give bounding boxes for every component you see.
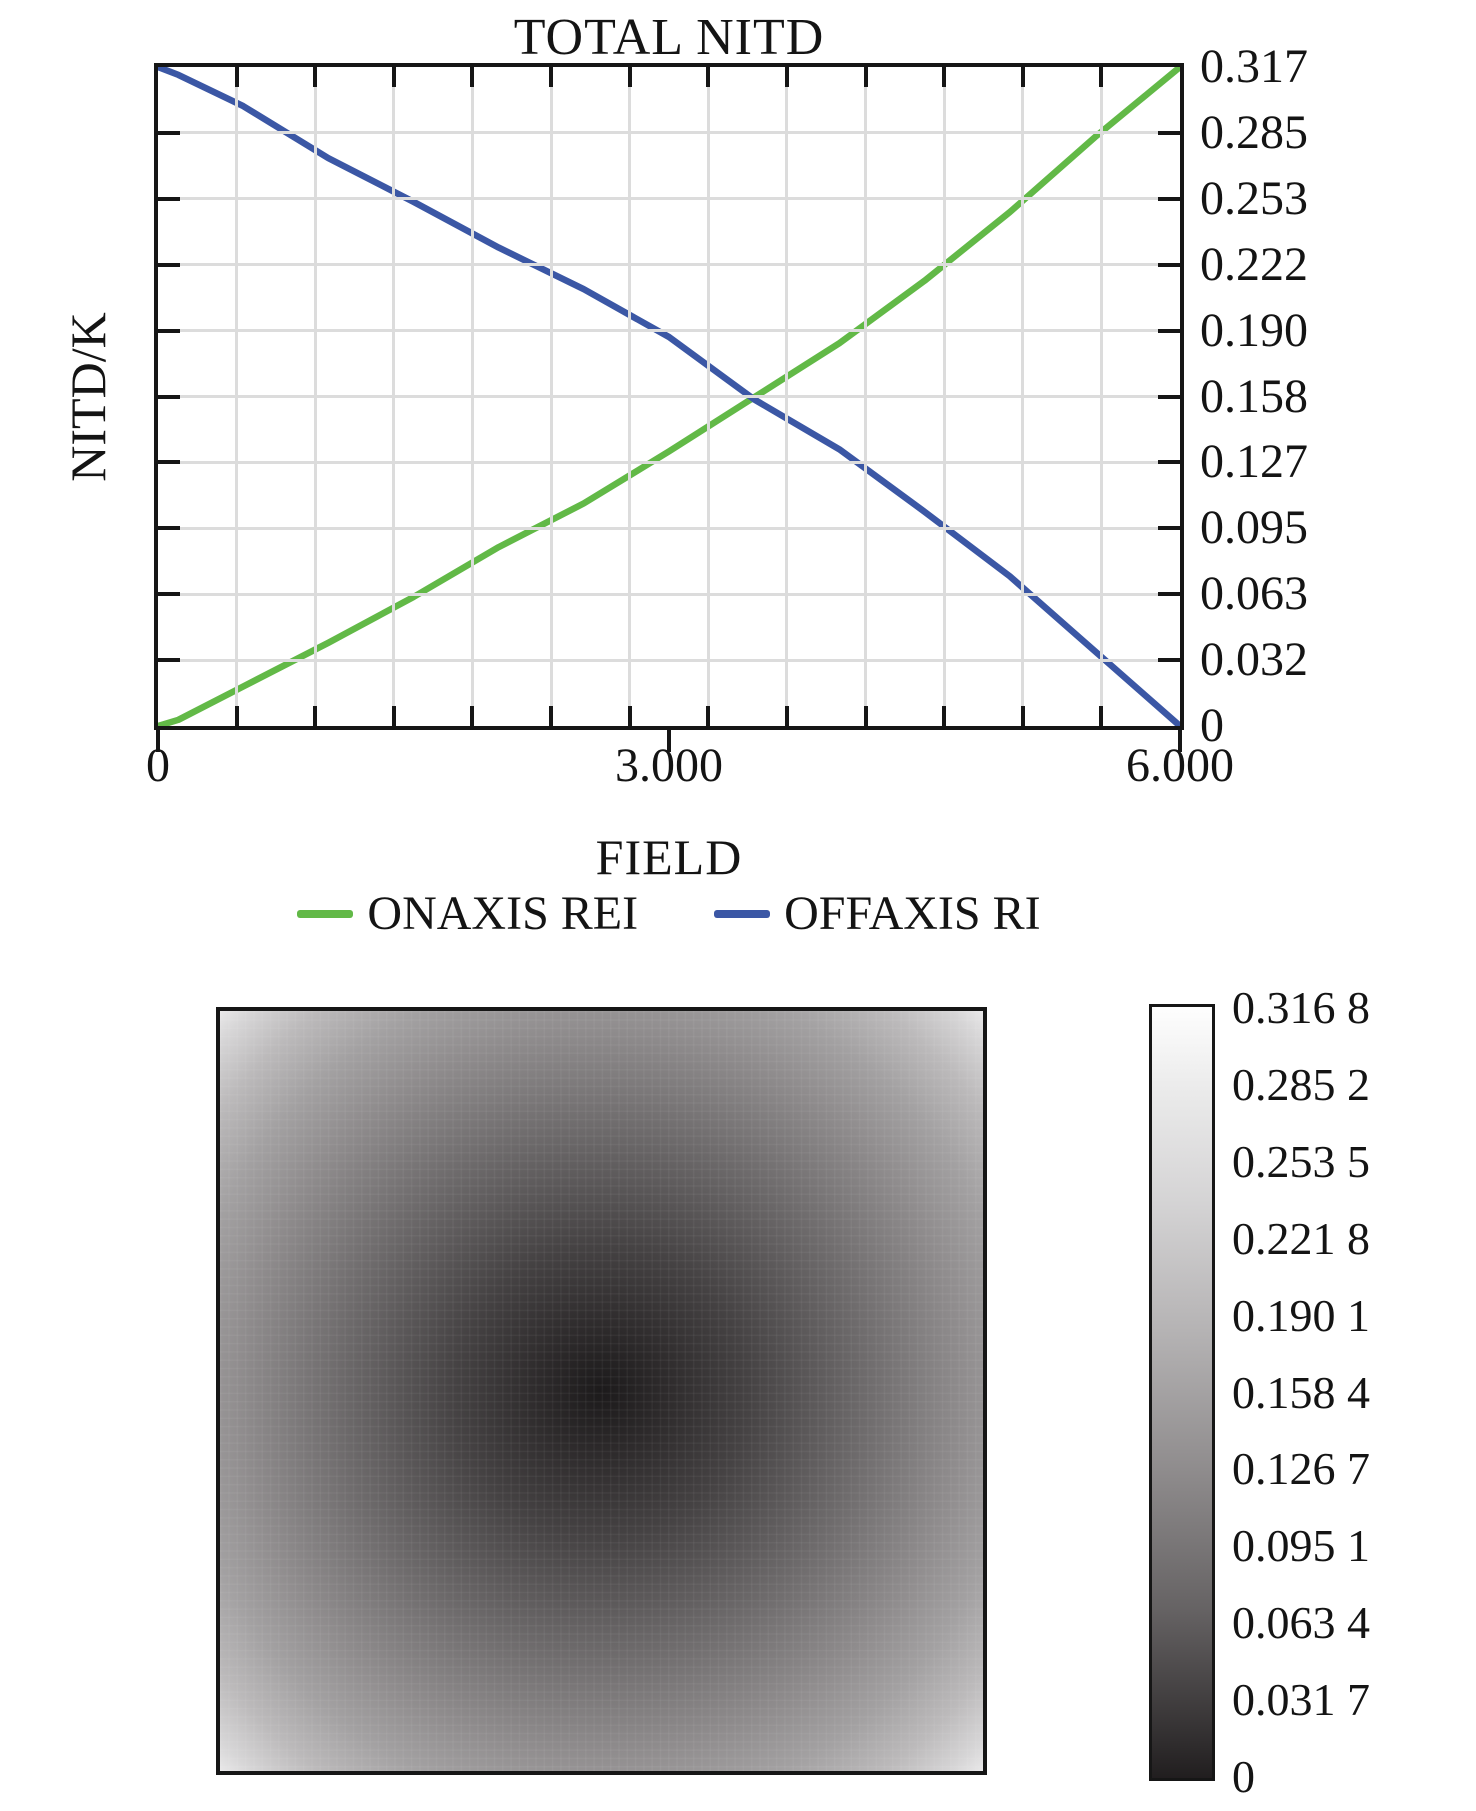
y-tick (158, 262, 180, 267)
y-tick (158, 460, 180, 465)
y-tick-label: 0.095 (1200, 501, 1308, 555)
onaxis-rei-line (158, 67, 1180, 726)
x-tick-label: 3.000 (615, 739, 723, 792)
y-tick-label: 0 (1200, 699, 1224, 752)
y-tick (1158, 658, 1180, 663)
chart-title: TOTAL NITD (513, 9, 825, 66)
colorbar-tick-label: 0.063 4 (1232, 1597, 1370, 1649)
x-minor-tick (784, 706, 789, 726)
y-tick (158, 130, 180, 135)
x-minor-tick (706, 706, 711, 726)
x-minor-tick (1099, 67, 1104, 87)
plot-frame (154, 63, 1184, 752)
x-minor-tick (1020, 67, 1025, 87)
x-major-tick (156, 730, 160, 752)
y-tick (158, 328, 180, 333)
y-tick-label: 0.063 (1200, 567, 1308, 621)
colorbar (1149, 1004, 1215, 1781)
y-tick (1158, 328, 1180, 333)
x-minor-tick (549, 706, 554, 726)
x-minor-tick (863, 67, 868, 87)
x-minor-tick (234, 706, 239, 726)
x-minor-tick (627, 706, 632, 726)
gridline-horizontal (158, 592, 1180, 596)
gridline-horizontal (158, 526, 1180, 530)
colorbar-tick-label: 0.285 2 (1232, 1058, 1370, 1110)
y-tick (158, 658, 180, 663)
y-tick (1158, 130, 1180, 135)
legend-label-onaxis-rei: ONAXIS REI (367, 887, 639, 940)
gridline-horizontal (158, 395, 1180, 398)
plot-area (156, 67, 1182, 752)
x-minor-tick (391, 706, 396, 726)
legend-label-offaxis-ri: OFFAXIS RI (784, 887, 1041, 940)
x-minor-tick (1099, 706, 1104, 726)
y-tick (158, 196, 180, 201)
y-tick (1158, 526, 1180, 531)
y-tick (1158, 592, 1180, 597)
y-tick-label: 0.158 (1200, 369, 1308, 423)
colorbar-tick-label: 0 (1232, 1751, 1255, 1802)
onaxis-rei-line-swatch (297, 909, 354, 918)
x-minor-tick (942, 706, 947, 726)
x-minor-tick (863, 706, 868, 726)
offaxis-ri-line-swatch (714, 909, 771, 918)
y-tick-label: 0.032 (1200, 633, 1308, 687)
x-minor-tick (549, 67, 554, 87)
x-minor-tick (470, 67, 475, 87)
x-minor-tick (706, 67, 711, 87)
x-minor-tick (1020, 706, 1025, 726)
colorbar-tick-label: 0.253 5 (1232, 1135, 1370, 1187)
y-tick-label: 0.222 (1200, 237, 1308, 291)
y-tick (1158, 196, 1180, 201)
x-minor-tick (784, 67, 789, 87)
legend: ONAXIS REI OFFAXIS RI (0, 886, 1338, 941)
colorbar-tick-label: 0.221 8 (1232, 1212, 1370, 1264)
y-tick-label: 0.253 (1200, 171, 1308, 225)
gridline-horizontal (158, 329, 1180, 333)
gridline-horizontal (158, 197, 1180, 201)
legend-item-offaxis-ri: OFFAXIS RI (714, 886, 1041, 941)
x-tick-label: 6.000 (1126, 739, 1234, 792)
x-major-tick (1178, 730, 1182, 752)
y-tick (1158, 460, 1180, 465)
heatmap-frame (216, 1007, 987, 1775)
colorbar-tick-label: 0.158 4 (1232, 1366, 1370, 1418)
y-tick-label: 0.127 (1200, 435, 1308, 489)
gridline-horizontal (158, 263, 1180, 267)
x-tick-label: 0 (146, 739, 170, 792)
x-minor-tick (313, 706, 318, 726)
y-tick (1158, 394, 1180, 399)
legend-item-onaxis-rei: ONAXIS REI (297, 886, 638, 941)
y-tick-label: 0.190 (1200, 303, 1308, 357)
colorbar-tick-label: 0.316 8 (1232, 982, 1370, 1033)
x-minor-tick (391, 67, 396, 87)
y-tick-label: 0.317 (1200, 40, 1308, 93)
x-minor-tick (942, 67, 947, 87)
colorbar-tick-label: 0.031 7 (1232, 1674, 1370, 1726)
colorbar-tick-label: 0.126 7 (1232, 1443, 1370, 1495)
nitd-field-heatmap (220, 1011, 983, 1771)
x-axis-label: FIELD (595, 829, 743, 885)
curves-svg (158, 67, 1180, 726)
x-minor-tick (234, 67, 239, 87)
x-minor-tick (470, 706, 475, 726)
y-axis-label: NITD/K (60, 312, 116, 482)
y-tick (158, 526, 180, 531)
offaxis-ri-line (158, 67, 1180, 726)
colorbar-tick-label: 0.190 1 (1232, 1289, 1370, 1341)
y-tick (1158, 262, 1180, 267)
y-tick-label: 0.285 (1200, 105, 1308, 159)
y-tick (158, 394, 180, 399)
gridline-horizontal (158, 131, 1180, 135)
x-minor-tick (627, 67, 632, 87)
gridline-horizontal (158, 658, 1180, 662)
x-major-tick (667, 730, 671, 752)
gridline-horizontal (158, 460, 1180, 464)
colorbar-tick-label: 0.095 1 (1232, 1520, 1370, 1572)
y-tick (158, 592, 180, 597)
x-minor-tick (313, 67, 318, 87)
